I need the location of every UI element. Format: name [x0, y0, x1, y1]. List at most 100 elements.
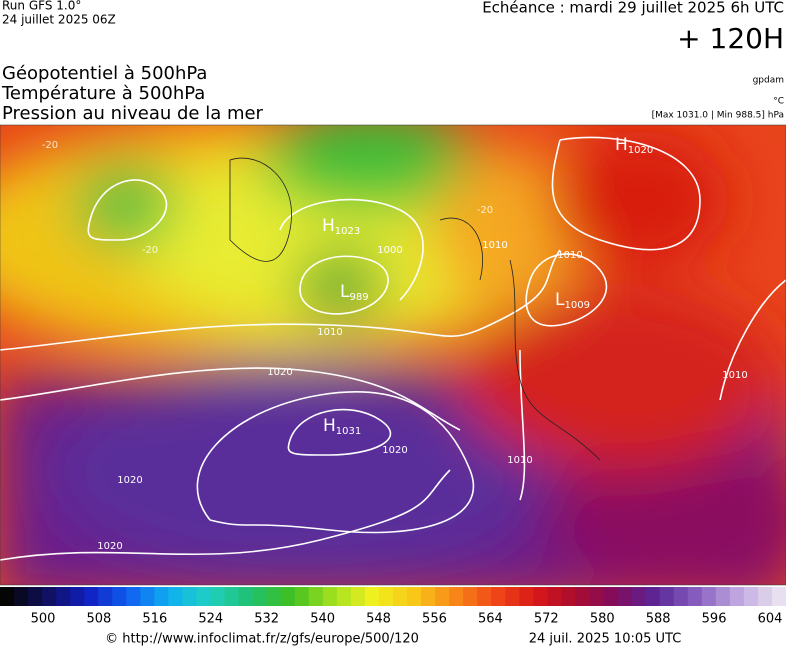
colorbar-tick-label: 524 — [198, 612, 223, 627]
colorbar-tick-label: 564 — [478, 612, 503, 627]
isobar-label: 1010 — [507, 455, 532, 466]
colorbar-swatch — [449, 587, 464, 606]
colorbar-swatch — [98, 587, 113, 606]
colorbar-swatch — [421, 587, 436, 606]
colorbar-swatch — [463, 587, 478, 606]
pressure-center: H1023 — [322, 216, 360, 237]
valid-time: Echéance : mardi 29 juillet 2025 6h UTC — [482, 0, 784, 17]
colorbar-swatch — [84, 587, 99, 606]
colorbar-tick-label: 500 — [31, 612, 56, 627]
unit-label: °C — [773, 97, 784, 107]
colorbar-swatch — [715, 587, 731, 606]
colorbar-swatch — [757, 587, 773, 606]
center-letter: H — [322, 216, 335, 236]
center-value: 989 — [349, 292, 368, 303]
colorbar-swatch — [280, 587, 296, 606]
colorbar-swatch — [322, 587, 338, 606]
colorbar-tick-label: 516 — [142, 612, 167, 627]
center-letter: H — [615, 135, 628, 155]
isobar-label: 1010 — [557, 250, 582, 261]
isobar-label: 1000 — [377, 245, 402, 256]
isobar-label: 1020 — [117, 475, 142, 486]
colorbar-swatch — [729, 587, 745, 606]
colorbar-swatch — [182, 587, 197, 606]
colorbar-swatch — [547, 587, 562, 606]
colorbar-swatch — [210, 587, 226, 606]
run-date: 24 juillet 2025 06Z — [2, 13, 116, 27]
colorbar-swatch — [378, 587, 394, 606]
colorbar-swatch — [393, 587, 408, 606]
colorbar-swatch — [519, 587, 534, 606]
colorbar-swatch — [533, 587, 548, 606]
colorbar-swatch — [350, 587, 366, 606]
unit-label: [Max 1031.0 | Min 988.5] hPa — [652, 111, 784, 121]
colorbar-tick-label: 604 — [758, 612, 783, 627]
field-name: Température à 500hPa — [1, 83, 205, 104]
center-letter: L — [340, 282, 350, 302]
colorbar-swatch — [589, 587, 605, 606]
colorbar-swatch — [687, 587, 703, 606]
colorbar-swatch — [140, 587, 155, 606]
isotherm-label: -20 — [42, 140, 58, 151]
colorbar-swatch — [603, 587, 619, 606]
created-time: 24 juil. 2025 10:05 UTC — [529, 632, 682, 647]
colorbar-swatch — [659, 587, 675, 606]
colorbar-swatch — [252, 587, 268, 606]
unit-label: gpdam — [753, 76, 784, 86]
colorbar-swatch — [336, 587, 352, 606]
colorbar-swatch — [364, 587, 380, 606]
center-value: 1023 — [335, 226, 360, 237]
isotherm-label: -20 — [477, 205, 493, 216]
colorbar-swatch — [477, 587, 492, 606]
lead-time: + 120H — [677, 22, 784, 55]
field-name: Géopotentiel à 500hPa — [2, 63, 207, 84]
field-name: Pression au niveau de la mer — [2, 103, 264, 124]
isobar-label: 1020 — [382, 445, 407, 456]
colorbar-swatch — [491, 587, 506, 606]
center-letter: H — [323, 416, 336, 436]
colorbar-swatch — [435, 587, 450, 606]
colorbar-swatch — [308, 587, 324, 606]
colorbar-swatch — [645, 587, 661, 606]
colorbar-tick-label: 556 — [422, 612, 447, 627]
colorbar-swatch — [42, 587, 57, 606]
colorbar-swatch — [14, 587, 29, 606]
colorbar-swatch — [266, 587, 282, 606]
colorbar-swatch — [112, 587, 127, 606]
center-value: 1031 — [336, 426, 361, 437]
source-url: © http://www.infoclimat.fr/z/gfs/europe/… — [105, 632, 419, 647]
colorbar-swatch — [631, 587, 647, 606]
center-value: 1020 — [628, 145, 653, 156]
colorbar-swatch — [154, 587, 169, 606]
colorbar-swatch — [126, 587, 141, 606]
map-field — [0, 125, 786, 585]
isobar-label: 1010 — [722, 370, 747, 381]
pressure-center: H1020 — [615, 135, 653, 156]
run-label: Run GFS 1.0° — [2, 0, 81, 13]
colorbar-swatch — [294, 587, 310, 606]
colorbar-tick-label: 532 — [254, 612, 279, 627]
pressure-center: L989 — [340, 282, 369, 303]
colorbar-swatch — [407, 587, 422, 606]
pressure-center: L1009 — [555, 290, 590, 311]
colorbar-swatch — [70, 587, 85, 606]
isobar-label: 1020 — [267, 367, 292, 378]
center-value: 1009 — [564, 300, 589, 311]
colorbar-tick-label: 572 — [534, 612, 559, 627]
pressure-center: H1031 — [323, 416, 361, 437]
colorbar-tick-label: 588 — [646, 612, 671, 627]
isobar-label: 1020 — [97, 541, 122, 552]
colorbar: 500 508 516 524 532 540 548 556 564 572 580 588 596 6… — [0, 587, 786, 627]
colorbar-swatch — [238, 587, 254, 606]
colorbar-tick-label: 580 — [590, 612, 615, 627]
colorbar-swatch — [561, 587, 576, 606]
colorbar-swatch — [0, 587, 15, 606]
colorbar-swatch — [28, 587, 43, 606]
colorbar-swatch — [168, 587, 183, 606]
colorbar-swatch — [743, 587, 759, 606]
center-letter: L — [555, 290, 565, 310]
colorbar-swatch — [224, 587, 240, 606]
colorbar-tick-label: 596 — [702, 612, 727, 627]
isobar-label: 1010 — [482, 240, 507, 251]
